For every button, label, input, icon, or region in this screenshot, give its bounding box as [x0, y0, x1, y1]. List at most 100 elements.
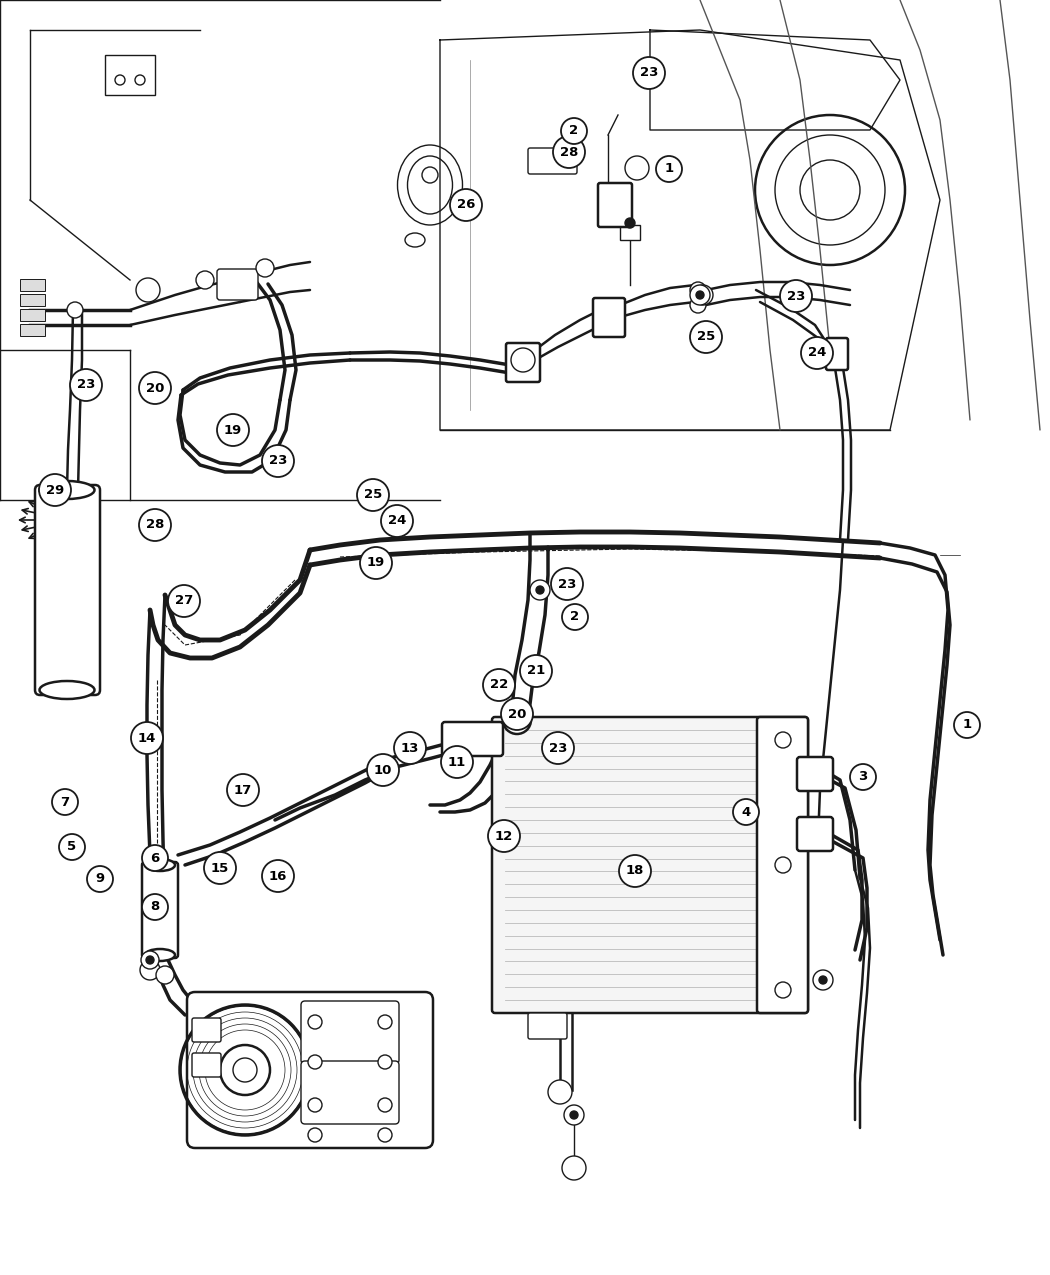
- Circle shape: [536, 586, 544, 594]
- Circle shape: [308, 1128, 322, 1142]
- Circle shape: [217, 414, 249, 446]
- Circle shape: [813, 970, 833, 989]
- Circle shape: [520, 655, 552, 687]
- Circle shape: [139, 509, 171, 541]
- Circle shape: [690, 321, 722, 353]
- Text: 2: 2: [570, 611, 580, 623]
- Circle shape: [548, 740, 568, 760]
- Text: 25: 25: [364, 488, 382, 501]
- Circle shape: [511, 348, 536, 372]
- Circle shape: [690, 286, 710, 305]
- Text: 5: 5: [67, 840, 77, 853]
- Circle shape: [570, 1111, 578, 1119]
- Bar: [20, 279, 45, 291]
- Text: 19: 19: [224, 423, 243, 436]
- Circle shape: [775, 857, 791, 873]
- Circle shape: [308, 1098, 322, 1112]
- Circle shape: [548, 1080, 572, 1104]
- Text: 22: 22: [490, 678, 508, 691]
- Text: 28: 28: [560, 145, 579, 158]
- FancyBboxPatch shape: [442, 722, 503, 756]
- Text: 19: 19: [366, 556, 385, 570]
- Circle shape: [530, 580, 550, 601]
- Circle shape: [554, 746, 562, 754]
- Ellipse shape: [145, 859, 175, 871]
- Circle shape: [503, 706, 531, 734]
- Circle shape: [850, 764, 876, 790]
- Circle shape: [357, 479, 388, 511]
- Circle shape: [551, 567, 583, 601]
- FancyBboxPatch shape: [492, 717, 808, 1014]
- Circle shape: [168, 585, 200, 617]
- Circle shape: [256, 259, 274, 277]
- Circle shape: [483, 669, 514, 701]
- Text: 23: 23: [77, 379, 96, 391]
- FancyBboxPatch shape: [301, 1061, 399, 1125]
- Bar: [20, 324, 45, 337]
- FancyBboxPatch shape: [192, 1053, 220, 1077]
- Circle shape: [52, 789, 78, 815]
- FancyBboxPatch shape: [506, 343, 540, 382]
- Circle shape: [378, 1054, 392, 1068]
- Circle shape: [70, 368, 102, 402]
- Circle shape: [620, 856, 651, 887]
- Circle shape: [561, 119, 587, 144]
- FancyBboxPatch shape: [35, 484, 100, 695]
- Text: 25: 25: [697, 330, 715, 343]
- Circle shape: [819, 975, 827, 984]
- FancyBboxPatch shape: [192, 1017, 220, 1042]
- Text: 2: 2: [569, 125, 579, 138]
- Circle shape: [139, 372, 171, 404]
- Text: 1: 1: [963, 719, 971, 732]
- Text: 3: 3: [859, 770, 867, 784]
- Circle shape: [562, 1156, 586, 1179]
- Ellipse shape: [40, 681, 94, 699]
- Text: 27: 27: [175, 594, 193, 607]
- Circle shape: [775, 982, 791, 998]
- Circle shape: [308, 1054, 322, 1068]
- Text: 13: 13: [401, 742, 419, 755]
- Bar: [620, 224, 640, 240]
- Circle shape: [394, 732, 426, 764]
- Circle shape: [136, 278, 160, 302]
- Text: 12: 12: [495, 830, 513, 843]
- Circle shape: [562, 604, 588, 630]
- Text: 23: 23: [786, 289, 805, 302]
- Circle shape: [135, 75, 145, 85]
- Text: 26: 26: [457, 199, 476, 212]
- Circle shape: [308, 1015, 322, 1029]
- FancyBboxPatch shape: [757, 717, 808, 1014]
- Circle shape: [87, 866, 113, 892]
- Circle shape: [690, 297, 706, 312]
- Circle shape: [59, 834, 85, 861]
- Ellipse shape: [40, 481, 94, 499]
- Ellipse shape: [145, 949, 175, 961]
- FancyBboxPatch shape: [797, 757, 833, 790]
- Circle shape: [39, 474, 71, 506]
- Text: 21: 21: [527, 664, 545, 677]
- Circle shape: [141, 951, 159, 969]
- Circle shape: [542, 732, 574, 764]
- Text: 11: 11: [448, 756, 466, 769]
- Circle shape: [227, 774, 259, 806]
- Text: 8: 8: [150, 900, 160, 913]
- Text: 17: 17: [234, 784, 252, 797]
- Circle shape: [142, 845, 168, 871]
- Circle shape: [450, 189, 482, 221]
- Circle shape: [262, 861, 294, 892]
- FancyBboxPatch shape: [797, 817, 833, 850]
- Circle shape: [510, 713, 524, 727]
- Circle shape: [140, 960, 160, 980]
- Circle shape: [775, 732, 791, 748]
- Circle shape: [733, 799, 759, 825]
- Circle shape: [378, 1015, 392, 1029]
- Circle shape: [656, 156, 682, 182]
- Text: 29: 29: [46, 483, 64, 496]
- Circle shape: [381, 505, 413, 537]
- Circle shape: [368, 754, 399, 785]
- Text: 7: 7: [61, 796, 69, 808]
- Circle shape: [67, 302, 83, 317]
- Circle shape: [142, 894, 168, 921]
- Text: 24: 24: [807, 347, 826, 360]
- Circle shape: [131, 722, 163, 754]
